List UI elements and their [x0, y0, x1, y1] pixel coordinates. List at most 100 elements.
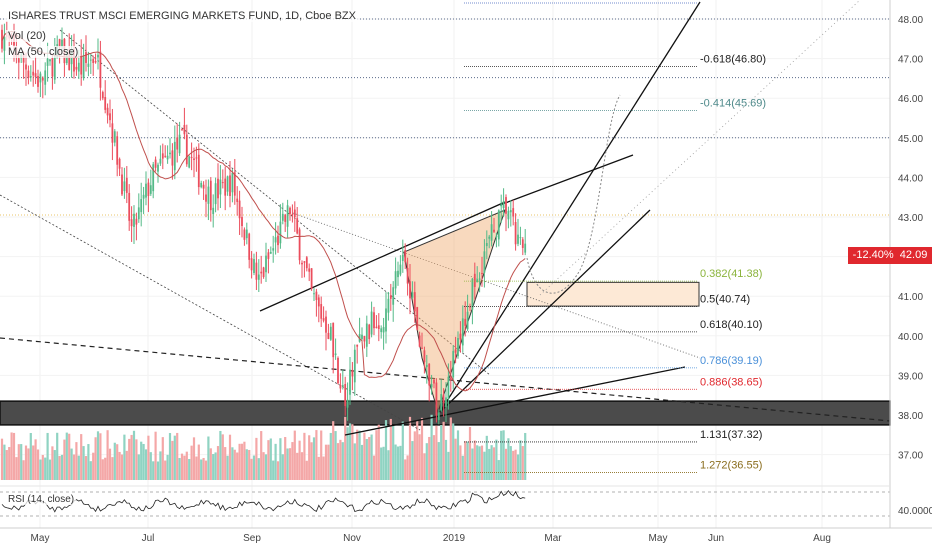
x-tick-label: Aug — [813, 533, 831, 544]
volume-bar — [240, 443, 244, 480]
candle-body — [373, 312, 375, 329]
x-tick-label: Sep — [243, 533, 261, 544]
volume-bar — [248, 449, 251, 480]
x-tick-label: May — [31, 533, 50, 544]
volume-bar — [308, 435, 311, 480]
candle-body — [521, 239, 524, 248]
candle-body — [507, 210, 510, 220]
candle-body — [274, 237, 277, 243]
candle-body — [361, 334, 363, 340]
candle-body — [481, 273, 483, 275]
candle-body — [97, 54, 99, 58]
volume-bar — [156, 461, 160, 480]
candle-body — [490, 224, 493, 241]
candle-body — [245, 229, 248, 239]
volume-bar — [382, 446, 385, 480]
candle-body — [193, 158, 195, 160]
volume-bar — [399, 445, 402, 480]
candle-body — [344, 384, 347, 406]
rsi-tick-label: 40.0000 — [898, 506, 932, 517]
volume-bar — [447, 451, 450, 480]
volume-bar — [452, 423, 455, 480]
candle-body — [430, 384, 433, 388]
volume-bar — [521, 446, 524, 480]
x-tick-label: Jul — [142, 533, 155, 544]
volume-bar — [135, 439, 138, 480]
candle-body — [214, 183, 217, 205]
volume-bar — [46, 432, 49, 480]
candle-body — [133, 213, 135, 227]
volume-bar — [312, 437, 316, 480]
volume-bar — [353, 443, 356, 480]
candle-body — [375, 326, 378, 328]
candle-body — [260, 271, 263, 274]
volume-bar — [221, 434, 224, 480]
volume-bar — [449, 417, 452, 480]
volume-bar — [519, 440, 522, 480]
candle-body — [445, 397, 447, 408]
fib-label: -0.414(45.69) — [700, 97, 766, 109]
volume-bar — [207, 436, 210, 480]
volume-bar — [425, 443, 428, 480]
volume-bar — [231, 447, 234, 480]
candle-body — [140, 199, 143, 213]
volume-bar — [92, 452, 95, 480]
candle-body — [253, 259, 255, 273]
volume-bar — [404, 459, 407, 480]
volume-bar — [34, 439, 37, 480]
candle-body — [157, 164, 159, 172]
candle-body — [296, 218, 299, 234]
moving-average — [1, 30, 526, 392]
volume-bar — [24, 445, 28, 480]
candle-body — [327, 332, 330, 339]
volume-bar — [324, 444, 328, 480]
channel-line — [259, 201, 506, 312]
candle-body — [27, 70, 30, 78]
volume-bar — [202, 457, 205, 480]
candle-body — [425, 364, 428, 368]
volume-bar — [152, 461, 155, 480]
candle-body — [145, 183, 147, 198]
candle-body — [497, 210, 500, 240]
volume-bar — [96, 431, 100, 480]
volume-bar — [255, 437, 258, 480]
candle-body — [188, 156, 191, 168]
volume-bar — [466, 441, 469, 480]
candle-body — [221, 182, 224, 184]
candle-body — [524, 243, 527, 253]
volume-bar — [495, 439, 498, 480]
volume-bar — [363, 432, 366, 480]
volume-bar — [192, 437, 196, 480]
candle-body — [176, 137, 179, 150]
volume-bar — [384, 420, 388, 480]
candle-body — [243, 229, 246, 240]
volume-bar — [104, 457, 107, 480]
candle-body — [315, 291, 318, 301]
volume-bar — [272, 460, 275, 480]
candle-body — [433, 379, 435, 384]
candle-body — [298, 229, 301, 261]
candle-body — [466, 311, 469, 330]
candle-body — [289, 207, 291, 215]
candle-body — [104, 97, 107, 110]
candle-body — [217, 178, 219, 199]
volume-bar — [32, 445, 35, 480]
volume-bar — [137, 454, 140, 480]
x-tick-label: Jun — [708, 533, 724, 544]
volume-bar — [132, 430, 136, 480]
candle-body — [166, 155, 169, 160]
volume-bar — [368, 437, 371, 480]
volume-bar — [56, 432, 59, 480]
volume-bar — [516, 454, 520, 480]
rsi-line — [1, 490, 526, 513]
volume-bar — [195, 456, 198, 480]
candle-body — [89, 59, 92, 61]
volume-bar — [464, 441, 467, 480]
candle-body — [485, 243, 488, 247]
price-tag: -12.40% 42.09 — [848, 247, 932, 264]
candle-body — [423, 350, 426, 363]
volume-bar — [387, 450, 390, 480]
volume-bar — [188, 459, 191, 480]
volume-bar — [274, 443, 277, 480]
